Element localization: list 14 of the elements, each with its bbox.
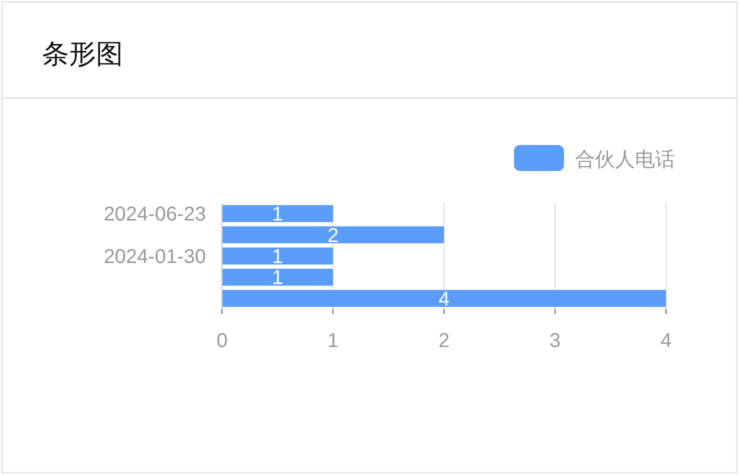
x-tick-label: 4 [660, 330, 672, 352]
y-tick-label: 2024-06-23 [104, 204, 206, 226]
chart-title: 条形图 [42, 39, 123, 69]
y-tick-label: 2024-01-30 [104, 246, 206, 268]
legend-label: 合伙人电话 [575, 149, 675, 171]
data-label: 1 [272, 267, 284, 290]
data-label: 1 [272, 246, 284, 268]
data-label: 2 [327, 224, 339, 247]
data-label: 4 [438, 288, 450, 310]
x-tick-label: 0 [216, 330, 228, 352]
x-tick-label: 2 [438, 330, 450, 352]
data-label: 1 [272, 204, 284, 226]
x-tick-label: 1 [327, 330, 339, 352]
x-tick-label: 3 [549, 330, 561, 352]
